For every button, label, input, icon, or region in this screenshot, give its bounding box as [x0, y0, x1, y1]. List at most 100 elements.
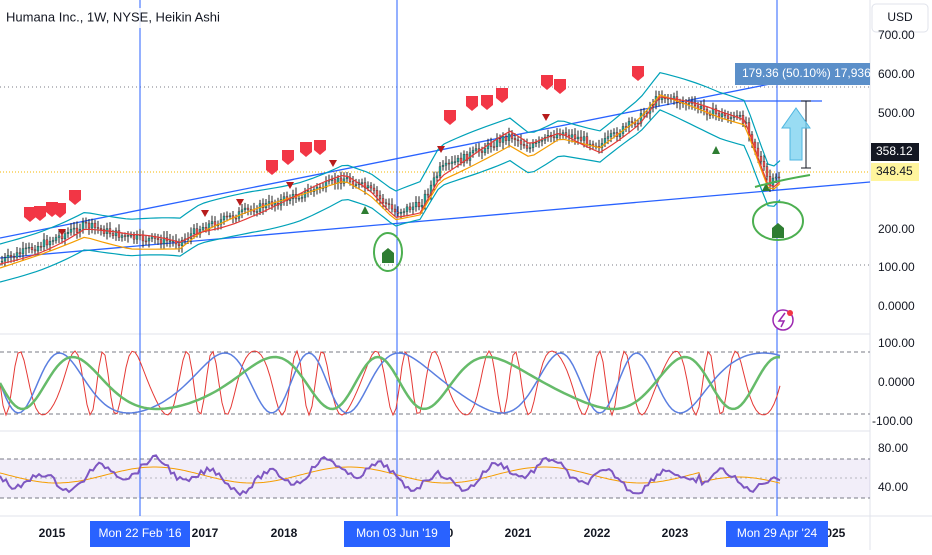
candle [426, 193, 430, 196]
candle [504, 136, 508, 141]
buy-arrow [762, 183, 770, 191]
candle [36, 246, 40, 252]
candle [234, 217, 238, 220]
candle [465, 153, 469, 161]
candle [438, 166, 442, 177]
time-tick: 2015 [39, 526, 66, 540]
candle [540, 140, 544, 142]
rsi-tick: 40.00 [878, 480, 908, 494]
candle [93, 222, 97, 228]
candle [510, 133, 514, 139]
currency-button[interactable] [871, 3, 929, 33]
candle [342, 178, 346, 184]
candle [27, 247, 31, 249]
candle [396, 211, 400, 214]
candle [726, 115, 730, 119]
candle [75, 227, 79, 233]
candle [450, 161, 454, 164]
candle [381, 198, 385, 203]
sell-label [496, 88, 508, 103]
candle [117, 230, 121, 238]
candle [717, 113, 721, 117]
annotation-stroke [754, 174, 811, 188]
buy-arrow [712, 146, 720, 154]
candle [375, 190, 379, 196]
candle [120, 235, 124, 238]
sell-arrow [236, 199, 244, 206]
candle [168, 240, 172, 243]
title-bg [0, 8, 240, 28]
candle [579, 136, 583, 141]
candle [12, 256, 16, 258]
candle [414, 202, 418, 208]
candle [699, 105, 703, 109]
candle [24, 247, 28, 250]
candle [126, 235, 130, 237]
rsi-line [0, 454, 781, 497]
sell-label [266, 160, 278, 175]
candle [180, 239, 184, 246]
candle [534, 142, 538, 144]
candle [69, 228, 73, 233]
candle [66, 232, 70, 235]
sell-arrow [286, 182, 294, 189]
bollinger-lower [0, 109, 781, 283]
stoch-d [0, 355, 781, 411]
candle [483, 148, 487, 153]
sell-arrow [201, 210, 209, 217]
candle [39, 246, 43, 248]
annotation-circle [373, 232, 403, 272]
sell-arrow [437, 146, 445, 153]
time-tick: 2023 [662, 526, 689, 540]
candle [570, 134, 574, 138]
date-marker: Mon 29 Apr '24 [737, 526, 818, 540]
buy-label [382, 248, 394, 263]
bollinger-upper [0, 72, 781, 245]
candle [330, 179, 334, 181]
time-tick: 2017 [192, 526, 219, 540]
ma-fast [0, 96, 781, 265]
candle [333, 179, 337, 184]
candle [21, 248, 25, 255]
candle [777, 176, 781, 179]
candle [507, 133, 511, 141]
candle [129, 235, 133, 237]
date-marker-box [344, 521, 450, 547]
candle [144, 240, 148, 243]
date-marker-box [90, 521, 190, 547]
osc-tick: 100.00 [878, 336, 915, 350]
candle [159, 239, 163, 244]
buy-label [772, 223, 784, 238]
candle [15, 252, 19, 258]
currency[interactable]: USD [887, 10, 913, 24]
measure-label: 179.36 (50.10%) 17,936 [742, 66, 871, 80]
candle [729, 117, 733, 119]
candle [519, 140, 523, 145]
candle [306, 190, 310, 192]
candle [402, 211, 406, 213]
candle [531, 143, 535, 148]
candle [408, 206, 412, 210]
candle [720, 113, 724, 117]
candle [441, 165, 445, 167]
measure-box [735, 63, 870, 85]
sell-label [481, 95, 493, 110]
stoch-k [0, 352, 781, 414]
candle [0, 260, 4, 263]
candle [411, 206, 415, 210]
sell-label [444, 110, 456, 125]
candle [84, 221, 88, 224]
candle [456, 157, 460, 162]
annotation-circle [752, 201, 804, 241]
candle [192, 228, 196, 235]
candle [240, 209, 244, 212]
candle [6, 255, 10, 258]
candle [528, 147, 532, 149]
candle [369, 185, 373, 189]
candle [444, 162, 448, 166]
candle [405, 206, 409, 212]
candle [63, 233, 67, 240]
stoch-fast [0, 349, 781, 417]
candle [147, 238, 151, 242]
